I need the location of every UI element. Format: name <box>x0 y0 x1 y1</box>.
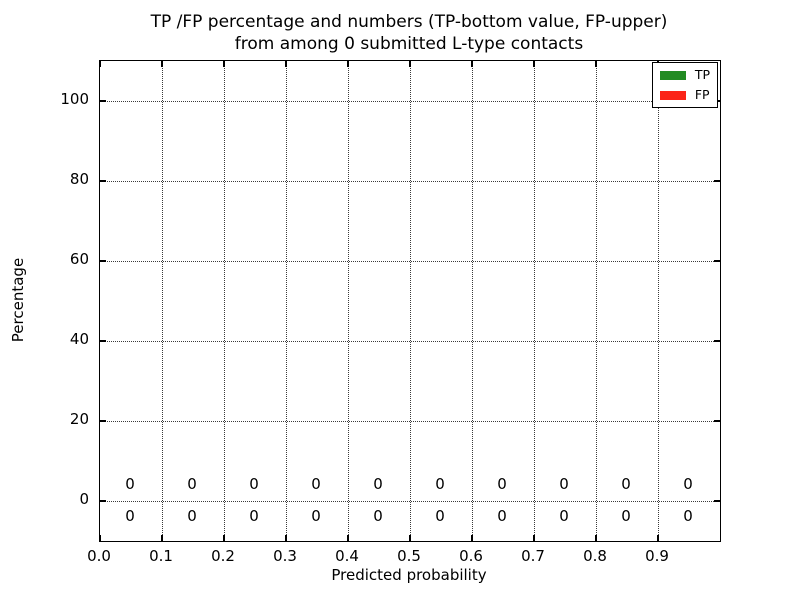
fp-legend-swatch <box>659 90 686 100</box>
y-tick-label: 100 <box>60 90 89 108</box>
chart-title-line2: from among 0 submitted L-type contacts <box>234 34 584 54</box>
fp-count-label: 0 <box>559 475 569 493</box>
x-axis-label: Predicted probability <box>331 566 487 584</box>
x-gridline <box>409 61 411 541</box>
x-tick-bottom <box>595 535 597 541</box>
x-tick-top <box>595 61 597 67</box>
x-tick-label: 0.5 <box>397 547 421 565</box>
x-tick-label: 0.8 <box>583 547 607 565</box>
x-tick-label: 0.3 <box>273 547 297 565</box>
x-gridline <box>595 61 597 541</box>
legend: TP FP <box>651 62 718 108</box>
y-tick-label: 20 <box>69 410 89 428</box>
y-tick-left <box>100 260 106 262</box>
x-tick-label: 0.4 <box>335 547 359 565</box>
x-tick-bottom <box>471 535 473 541</box>
x-gridline <box>657 61 659 541</box>
x-tick-top <box>409 61 411 67</box>
fp-count-label: 0 <box>125 475 135 493</box>
x-tick-top <box>471 61 473 67</box>
fp-count-label: 0 <box>435 475 445 493</box>
fp-count-label: 0 <box>621 475 631 493</box>
fp-count-label: 0 <box>187 475 197 493</box>
y-tick-right <box>714 180 720 182</box>
y-tick-label: 80 <box>69 170 89 188</box>
fp-count-label: 0 <box>311 475 321 493</box>
y-gridline <box>100 500 720 502</box>
x-tick-bottom <box>657 535 659 541</box>
y-tick-label: 0 <box>79 490 89 508</box>
tp-count-label: 0 <box>249 507 259 525</box>
y-gridline <box>100 180 720 182</box>
chart-title: TP /FP percentage and numbers (TP-bottom… <box>99 11 719 55</box>
x-tick-bottom <box>285 535 287 541</box>
x-gridline <box>285 61 287 541</box>
x-tick-bottom <box>161 535 163 541</box>
tp-count-label: 0 <box>683 507 693 525</box>
tp-legend-label: TP <box>694 67 710 82</box>
y-tick-left <box>100 340 106 342</box>
y-tick-label: 40 <box>69 330 89 348</box>
legend-entry-fp: FP <box>659 87 710 102</box>
tp-count-label: 0 <box>311 507 321 525</box>
x-tick-label: 0.9 <box>645 547 669 565</box>
y-tick-right <box>714 420 720 422</box>
tp-count-label: 0 <box>559 507 569 525</box>
x-tick-label: 0.0 <box>87 547 111 565</box>
x-tick-bottom <box>409 535 411 541</box>
y-tick-right <box>714 500 720 502</box>
y-axis-label: Percentage <box>9 257 27 343</box>
y-tick-right <box>714 260 720 262</box>
x-tick-top <box>533 61 535 67</box>
x-tick-bottom <box>223 535 225 541</box>
x-tick-top <box>223 61 225 67</box>
tp-legend-swatch <box>659 70 686 80</box>
y-gridline <box>100 340 720 342</box>
y-gridline <box>100 420 720 422</box>
plot-area <box>99 60 721 542</box>
x-tick-bottom <box>533 535 535 541</box>
x-tick-label: 0.1 <box>149 547 173 565</box>
tp-count-label: 0 <box>125 507 135 525</box>
y-gridline <box>100 260 720 262</box>
tp-count-label: 0 <box>435 507 445 525</box>
fp-count-label: 0 <box>683 475 693 493</box>
x-tick-label: 0.6 <box>459 547 483 565</box>
x-tick-label: 0.7 <box>521 547 545 565</box>
x-tick-label: 0.2 <box>211 547 235 565</box>
y-tick-left <box>100 420 106 422</box>
tp-count-label: 0 <box>497 507 507 525</box>
x-gridline <box>161 61 163 541</box>
x-gridline <box>347 61 349 541</box>
x-tick-bottom <box>347 535 349 541</box>
y-tick-left <box>100 180 106 182</box>
x-gridline <box>223 61 225 541</box>
y-tick-right <box>714 340 720 342</box>
tp-count-label: 0 <box>621 507 631 525</box>
legend-entry-tp: TP <box>659 67 710 82</box>
fp-count-label: 0 <box>497 475 507 493</box>
x-tick-top <box>285 61 287 67</box>
x-gridline <box>533 61 535 541</box>
x-gridline <box>471 61 473 541</box>
chart-title-line1: TP /FP percentage and numbers (TP-bottom… <box>150 12 668 32</box>
tp-count-label: 0 <box>373 507 383 525</box>
y-tick-label: 60 <box>69 250 89 268</box>
x-tick-top <box>347 61 349 67</box>
fp-count-label: 0 <box>373 475 383 493</box>
fp-legend-label: FP <box>694 87 710 102</box>
y-tick-left <box>100 500 106 502</box>
x-tick-top <box>99 61 101 67</box>
x-tick-bottom <box>99 535 101 541</box>
x-tick-top <box>161 61 163 67</box>
y-gridline <box>100 100 720 102</box>
tp-count-label: 0 <box>187 507 197 525</box>
fp-count-label: 0 <box>249 475 259 493</box>
y-tick-left <box>100 100 106 102</box>
